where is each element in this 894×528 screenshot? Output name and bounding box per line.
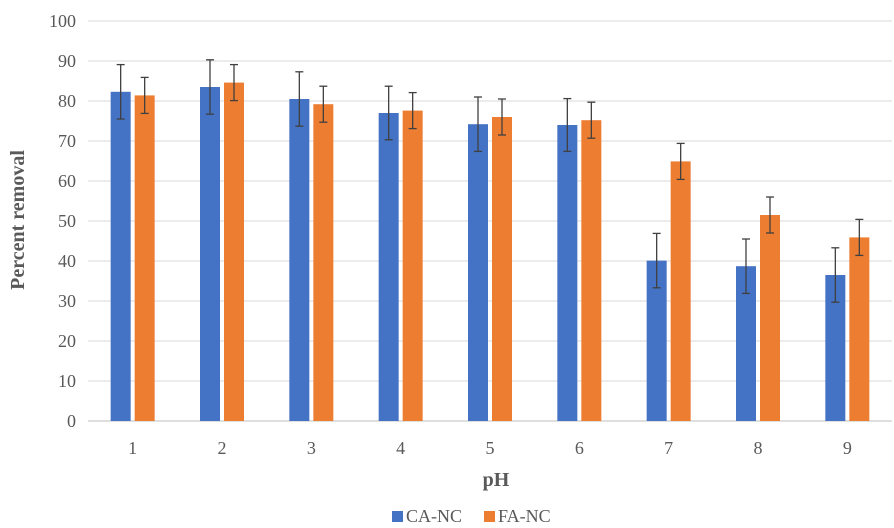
y-tick-label: 90 [58,51,76,71]
x-tick-label: 4 [396,438,405,458]
y-tick-label: 10 [58,371,76,391]
bar [736,266,756,421]
bar [134,95,155,422]
bar [313,104,334,421]
x-tick-label: 6 [575,438,584,458]
x-tick-label: 8 [754,438,763,458]
legend-swatch [392,511,403,522]
bar [492,117,512,421]
x-tick-label: 3 [307,438,316,458]
bar [849,237,870,421]
legend: CA-NC FA-NC [392,506,551,526]
x-tick-label: 5 [486,438,495,458]
bar [289,99,310,421]
bars [110,59,870,422]
bar [468,124,488,421]
bar [670,161,691,421]
y-tick-label: 50 [58,211,76,231]
x-tick-label: 9 [843,438,852,458]
bar [646,260,667,421]
y-axis-title: Percent removal [7,150,29,290]
bar [825,275,846,421]
bar [581,120,602,421]
x-tick-label: 2 [218,438,227,458]
x-axis-title: pH [483,469,510,491]
y-tick-label: 0 [67,411,76,431]
bar [224,82,244,421]
y-tick-label: 30 [58,291,76,311]
legend-label: CA-NC [406,506,462,526]
gridlines [88,20,892,422]
y-tick-label: 60 [58,171,76,191]
y-tick-label: 20 [58,331,76,351]
y-tick-label: 80 [58,91,76,111]
bar [378,113,399,421]
y-axis-ticks: 0 10 20 30 40 50 60 70 80 90 100 [49,11,76,431]
bar [557,125,578,421]
y-tick-label: 40 [58,251,76,271]
bar [110,91,131,422]
x-tick-label: 7 [664,438,673,458]
x-tick-label: 1 [128,438,137,458]
bar [402,110,423,421]
bar [200,87,220,421]
y-tick-label: 100 [49,11,76,31]
legend-swatch [484,511,495,522]
x-axis-ticks: 1 2 3 4 5 6 7 8 9 [128,438,852,458]
bar [760,215,780,421]
legend-label: FA-NC [498,506,551,526]
y-tick-label: 70 [58,131,76,151]
